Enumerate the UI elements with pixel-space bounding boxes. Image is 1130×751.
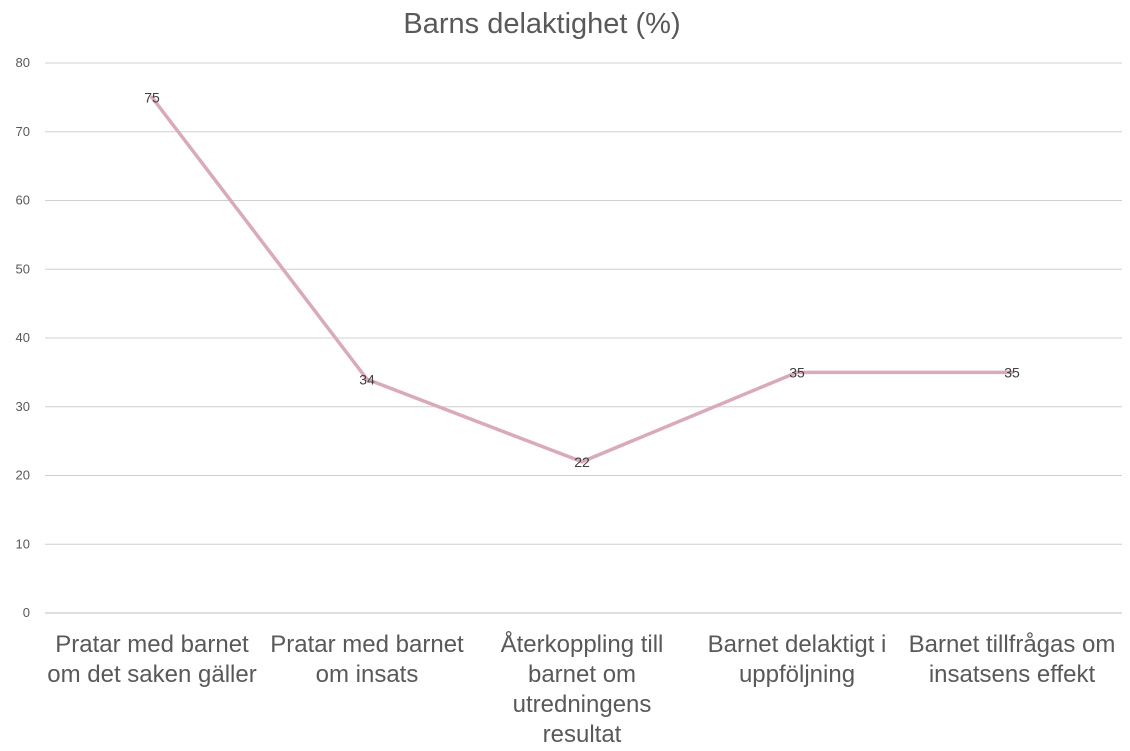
data-label: 22: [574, 454, 590, 470]
y-tick-label: 30: [16, 399, 30, 414]
x-tick-label: Återkoppling till barnet om utredningens…: [500, 631, 664, 748]
x-tick-label: Barnet delaktigt i uppföljning: [707, 631, 887, 688]
data-point: [1010, 370, 1014, 375]
x-tick-label: Pratar med barnet om det saken gäller: [47, 631, 257, 688]
chart-title: Barns delaktighet (%): [403, 8, 681, 40]
y-tick-label: 80: [16, 55, 30, 70]
y-tick-label: 50: [16, 261, 30, 276]
y-tick-label: 0: [23, 605, 30, 620]
data-label: 35: [1004, 364, 1020, 380]
data-point: [580, 459, 584, 464]
y-tick-label: 70: [16, 124, 30, 139]
y-tick-label: 40: [16, 330, 30, 345]
y-tick-label: 20: [16, 468, 30, 483]
data-label: 35: [789, 364, 805, 380]
data-point: [365, 377, 369, 382]
y-tick-label: 10: [16, 536, 30, 551]
x-tick-label: Barnet tillfrågas om insatsens effekt: [908, 631, 1116, 688]
x-tick-label: Pratar med barnet om insats: [270, 631, 464, 688]
y-tick-label: 60: [16, 193, 30, 208]
data-point: [150, 95, 154, 100]
data-label: 34: [359, 371, 375, 387]
data-point: [795, 370, 799, 375]
data-label: 75: [144, 89, 160, 105]
